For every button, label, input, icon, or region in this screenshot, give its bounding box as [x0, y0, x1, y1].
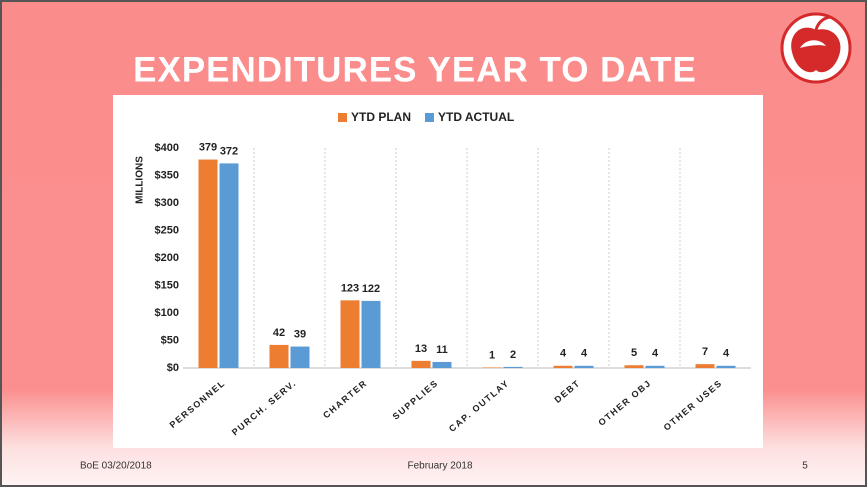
- bar: [482, 367, 502, 368]
- data-label: 1: [489, 349, 495, 361]
- y-tick-label: $350: [155, 169, 179, 181]
- data-label: 379: [199, 141, 217, 153]
- bar: [361, 300, 381, 368]
- bar: [574, 365, 594, 368]
- data-label: 42: [273, 327, 285, 339]
- bar: [219, 163, 239, 368]
- data-label: 7: [702, 346, 708, 358]
- legend-swatch: [338, 113, 347, 122]
- data-label: 4: [581, 348, 588, 360]
- bar: [340, 300, 360, 368]
- bar: [716, 365, 736, 368]
- bar: [624, 365, 644, 368]
- data-label: 122: [362, 283, 380, 295]
- bar: [432, 361, 452, 368]
- data-label: 4: [723, 348, 730, 360]
- y-tick-label: $250: [155, 224, 179, 236]
- bar: [269, 344, 289, 368]
- y-tick-label: $200: [155, 252, 179, 264]
- bar: [290, 346, 310, 368]
- y-axis-label: MILLIONS: [135, 156, 146, 204]
- y-tick-label: $150: [155, 279, 179, 291]
- y-tick-label: $100: [155, 307, 179, 319]
- legend-label: YTD PLAN: [351, 110, 411, 124]
- legend-swatch: [425, 113, 434, 122]
- footer-left: BoE 03/20/2018: [80, 461, 152, 472]
- y-tick-label: $400: [155, 142, 179, 154]
- slide-title: EXPENDITURES YEAR TO DATE: [133, 50, 697, 89]
- data-label: 372: [220, 145, 238, 157]
- page-number: 5: [802, 461, 808, 472]
- data-label: 39: [294, 328, 306, 340]
- data-label: 4: [560, 348, 567, 360]
- legend-label: YTD ACTUAL: [438, 110, 514, 124]
- bar: [645, 365, 665, 368]
- data-label: 13: [415, 343, 427, 355]
- y-tick-label: $50: [161, 334, 179, 346]
- bar: [411, 360, 431, 368]
- data-label: 11: [436, 344, 448, 356]
- bar: [198, 159, 218, 368]
- y-tick-label: $300: [155, 197, 179, 209]
- bar: [695, 364, 715, 368]
- data-label: 5: [631, 347, 637, 359]
- data-label: 2: [510, 349, 516, 361]
- footer-center: February 2018: [407, 461, 472, 472]
- data-label: 4: [652, 348, 659, 360]
- bar: [503, 366, 523, 368]
- logo: [780, 12, 852, 84]
- data-label: 123: [341, 282, 359, 294]
- bar: [553, 365, 573, 368]
- y-tick-label: $0: [167, 362, 179, 374]
